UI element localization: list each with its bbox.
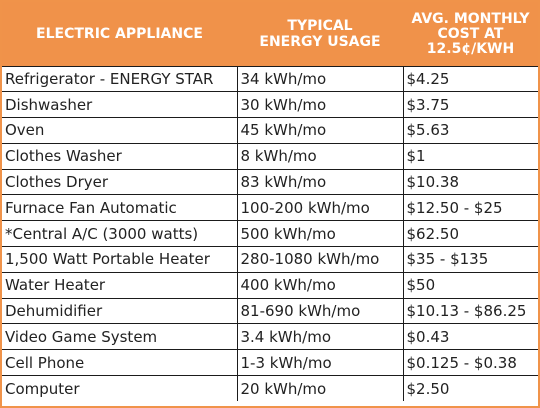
header-appliance: ELECTRIC APPLIANCE bbox=[2, 2, 237, 66]
table-row: Dishwasher 30 kWh/mo $3.75 bbox=[2, 91, 538, 119]
table-row: Water Heater 400 kWh/mo $50 bbox=[2, 271, 538, 299]
cell-cost: $12.50 - $25 bbox=[402, 194, 538, 222]
cell-cost: $35 - $135 bbox=[402, 246, 538, 273]
cell-cost: $10.13 - $86.25 bbox=[402, 297, 538, 325]
cell-usage: 45 kWh/mo bbox=[236, 117, 404, 144]
cell-appliance: Clothes Dryer bbox=[2, 168, 238, 196]
cell-usage: 3.4 kWh/mo bbox=[236, 323, 404, 351]
cell-appliance: Refrigerator - ENERGY STAR bbox=[2, 65, 238, 93]
cell-usage: 30 kWh/mo bbox=[236, 91, 404, 119]
header-usage: TYPICAL ENERGY USAGE bbox=[237, 2, 403, 66]
table-row: Oven 45 kWh/mo $5.63 bbox=[2, 117, 538, 144]
cell-appliance: Dehumidifier bbox=[2, 297, 238, 325]
cell-cost: $5.63 bbox=[402, 117, 538, 144]
header-row: ELECTRIC APPLIANCE TYPICAL ENERGY USAGE A… bbox=[2, 2, 538, 66]
cell-usage: 1-3 kWh/mo bbox=[236, 349, 404, 377]
cell-cost: $0.125 - $0.38 bbox=[402, 349, 538, 377]
cell-appliance: 1,500 Watt Portable Heater bbox=[2, 246, 238, 273]
cell-cost: $62.50 bbox=[402, 220, 538, 248]
cell-cost: $4.25 bbox=[402, 65, 538, 93]
cell-appliance: Computer bbox=[2, 375, 238, 402]
cell-appliance: Oven bbox=[2, 117, 238, 144]
cell-usage: 83 kWh/mo bbox=[236, 168, 404, 196]
cell-cost: $50 bbox=[402, 271, 538, 299]
cell-cost: $10.38 bbox=[402, 168, 538, 196]
cell-cost: $1 bbox=[402, 142, 538, 170]
table-row: Clothes Dryer 83 kWh/mo $10.38 bbox=[2, 168, 538, 196]
cell-usage: 500 kWh/mo bbox=[236, 220, 404, 248]
cell-usage: 400 kWh/mo bbox=[236, 271, 404, 299]
table-row: Furnace Fan Automatic 100-200 kWh/mo $12.5… bbox=[2, 194, 538, 222]
table-row: Dehumidifier 81-690 kWh/mo $10.13 - $86.25 bbox=[2, 297, 538, 325]
cell-cost: $2.50 bbox=[402, 375, 538, 402]
table-row: Computer 20 kWh/mo $2.50 bbox=[2, 375, 538, 402]
cell-appliance: Water Heater bbox=[2, 271, 238, 299]
table-row: 1,500 Watt Portable Heater 280-1080 kWh/m… bbox=[2, 246, 538, 273]
cell-appliance: Furnace Fan Automatic bbox=[2, 194, 238, 222]
cell-usage: 8 kWh/mo bbox=[236, 142, 404, 170]
table-row: *Central A/C (3000 watts) 500 kWh/mo $62.5… bbox=[2, 220, 538, 248]
cell-usage: 34 kWh/mo bbox=[236, 65, 404, 93]
cell-usage: 81-690 kWh/mo bbox=[236, 297, 404, 325]
cell-appliance: *Central A/C (3000 watts) bbox=[2, 220, 238, 248]
table-header: ELECTRIC APPLIANCE TYPICAL ENERGY USAGE A… bbox=[2, 2, 538, 66]
table-body: Refrigerator - ENERGY STAR 34 kWh/mo $4.25… bbox=[2, 65, 538, 402]
table-row: Cell Phone 1-3 kWh/mo $0.125 - $0.38 bbox=[2, 349, 538, 377]
cell-appliance: Clothes Washer bbox=[2, 142, 238, 170]
table-row: Refrigerator - ENERGY STAR 34 kWh/mo $4.25 bbox=[2, 65, 538, 93]
energy-cost-table: ELECTRIC APPLIANCE TYPICAL ENERGY USAGE A… bbox=[2, 2, 538, 402]
cell-appliance: Dishwasher bbox=[2, 91, 238, 119]
cell-cost: $3.75 bbox=[402, 91, 538, 119]
table-row: Clothes Washer 8 kWh/mo $1 bbox=[2, 142, 538, 170]
table-row: Video Game System 3.4 kWh/mo $0.43 bbox=[2, 323, 538, 351]
cell-usage: 20 kWh/mo bbox=[236, 375, 404, 402]
cell-usage: 100-200 kWh/mo bbox=[236, 194, 404, 222]
cell-cost: $0.43 bbox=[402, 323, 538, 351]
header-cost: AVG. MONTHLY COST AT 12.5¢/KWH bbox=[403, 2, 538, 66]
cell-appliance: Video Game System bbox=[2, 323, 238, 351]
cell-usage: 280-1080 kWh/mo bbox=[236, 246, 404, 273]
cell-appliance: Cell Phone bbox=[2, 349, 238, 377]
